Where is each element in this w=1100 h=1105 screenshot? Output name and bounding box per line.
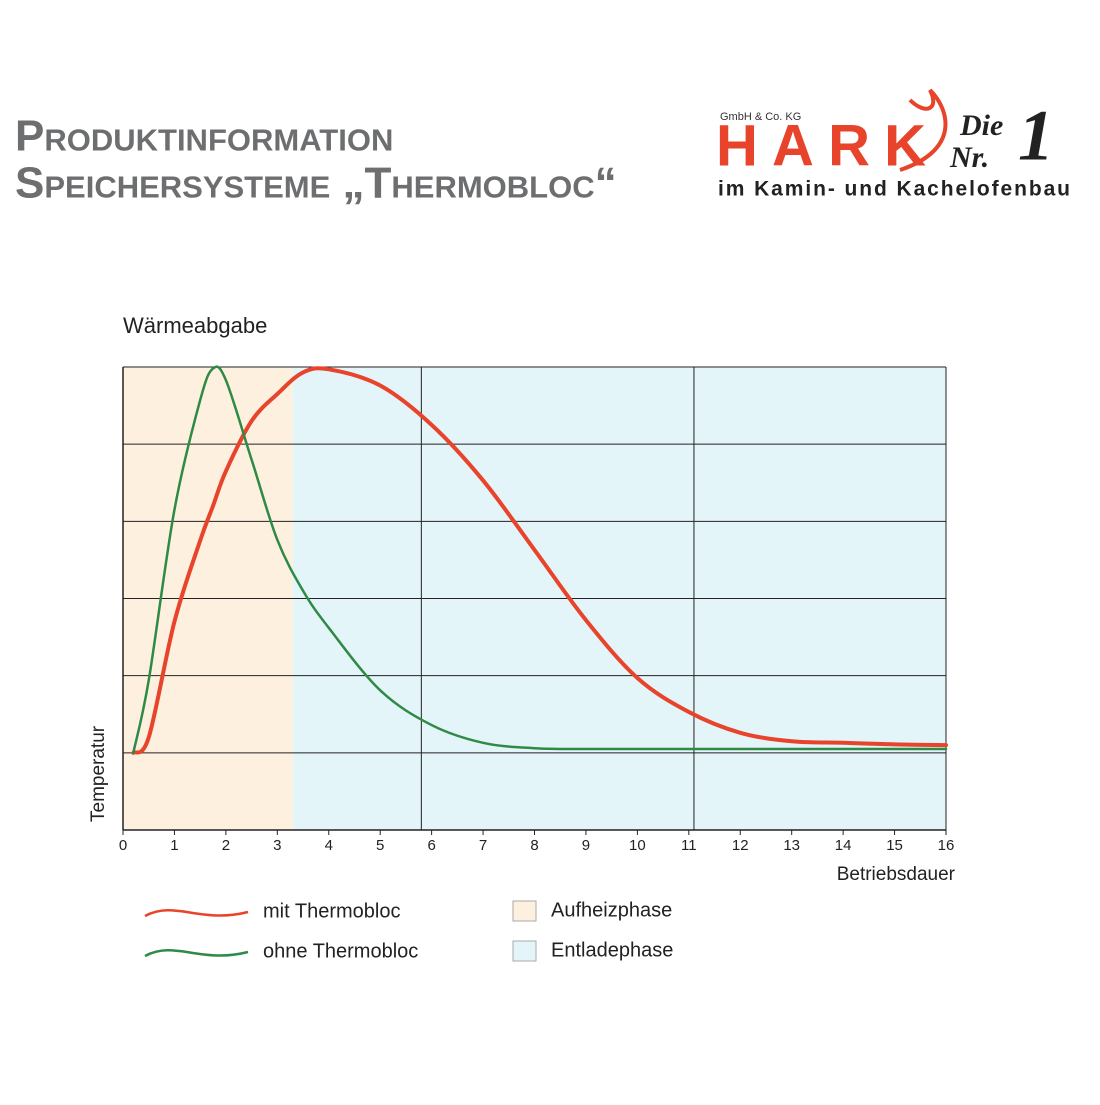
chart-title: Wärmeabgabe	[123, 313, 267, 338]
legend-swatch	[144, 909, 249, 918]
logo-tagline: im Kamin- und Kachelofenbau	[718, 178, 1070, 201]
legend-label: Entladephase	[551, 939, 673, 961]
x-tick-label: 13	[783, 837, 800, 854]
x-tick-label: 2	[222, 837, 230, 854]
x-tick-label: 7	[479, 837, 487, 854]
x-tick-label: 11	[681, 837, 697, 854]
title-line-2: Speichersysteme „Thermobloc“	[15, 159, 617, 208]
legend-box	[512, 940, 537, 962]
y-axis-label: Temperatur	[88, 725, 109, 822]
legend-label: ohne Thermobloc	[263, 940, 418, 962]
title-line-1: Produktinformation	[15, 112, 393, 161]
x-tick-label: 3	[273, 837, 281, 854]
logo-company: GmbH & Co. KG	[720, 111, 801, 123]
x-tick-label: 9	[582, 837, 590, 854]
x-tick-label: 16	[938, 837, 955, 854]
x-tick-label: 1	[170, 837, 178, 854]
legend-box	[512, 900, 537, 922]
legend-label: Aufheizphase	[551, 899, 672, 921]
logo-one: 1	[1018, 96, 1054, 176]
logo: GmbH & Co. KG HARK Die Nr. 1 im Kamin- u…	[716, 88, 1070, 201]
line-series	[132, 365, 948, 755]
legend-swatch	[144, 949, 249, 958]
x-tick-label: 8	[530, 837, 538, 854]
logo-flame	[899, 88, 948, 172]
logo-die: Die	[959, 109, 1003, 142]
x-tick-label: 6	[427, 837, 435, 854]
legend-label: mit Thermobloc	[263, 900, 400, 922]
x-tick-label: 10	[629, 837, 646, 854]
x-tick-label: 15	[886, 837, 903, 854]
x-tick-label: 12	[732, 837, 749, 854]
logo-nr: Nr.	[949, 141, 989, 174]
x-tick-label: 0	[119, 837, 127, 854]
x-tick-label: 4	[325, 837, 333, 854]
x-tick-label: 14	[835, 837, 852, 854]
x-tick-label: 5	[376, 837, 384, 854]
logo-brand: HARK	[716, 113, 926, 178]
x-axis-label: Betriebsdauer	[837, 864, 956, 885]
line-series	[131, 366, 948, 755]
